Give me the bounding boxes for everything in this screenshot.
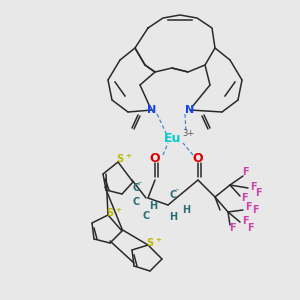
Text: 3+: 3+ bbox=[182, 130, 194, 139]
Text: H: H bbox=[149, 201, 157, 211]
Text: S: S bbox=[116, 154, 124, 164]
Text: F: F bbox=[252, 205, 258, 215]
Text: H: H bbox=[169, 212, 177, 222]
Text: ⁻: ⁻ bbox=[175, 187, 179, 196]
Text: H: H bbox=[182, 205, 190, 215]
Text: F: F bbox=[255, 188, 261, 198]
Text: Eu: Eu bbox=[164, 131, 182, 145]
Text: S: S bbox=[106, 208, 114, 218]
Text: S: S bbox=[146, 238, 154, 248]
Text: F: F bbox=[241, 193, 247, 203]
Text: C: C bbox=[132, 197, 140, 207]
Text: F: F bbox=[247, 223, 253, 233]
Text: F: F bbox=[242, 216, 248, 226]
Text: N: N bbox=[185, 105, 195, 115]
Text: F: F bbox=[250, 182, 256, 192]
Text: C: C bbox=[132, 183, 140, 193]
Text: F: F bbox=[242, 167, 248, 177]
Text: ⁻: ⁻ bbox=[138, 179, 142, 188]
Text: C: C bbox=[142, 211, 150, 221]
Text: +: + bbox=[155, 237, 161, 243]
Text: +: + bbox=[125, 153, 131, 159]
Text: F: F bbox=[229, 223, 235, 233]
Text: O: O bbox=[193, 152, 203, 164]
Text: +: + bbox=[115, 207, 121, 213]
Text: F: F bbox=[245, 202, 251, 212]
Text: O: O bbox=[150, 152, 160, 164]
Text: N: N bbox=[147, 105, 157, 115]
Text: C: C bbox=[169, 190, 177, 200]
